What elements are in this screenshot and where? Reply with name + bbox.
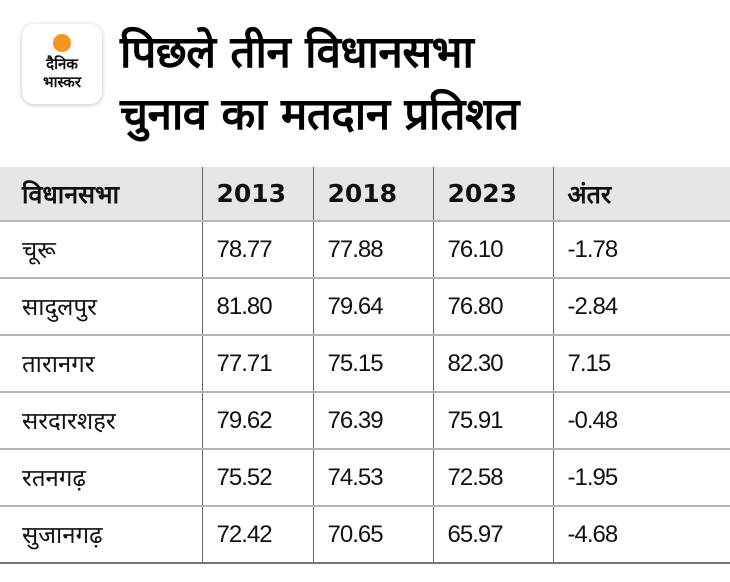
cell-difference: -4.68	[552, 505, 730, 564]
cell-2023: 65.97	[432, 505, 553, 564]
cell-constituency: रतनगढ़	[0, 448, 202, 506]
cell-2018: 74.53	[312, 448, 433, 506]
table-row: सादुलपुर 81.80 79.64 76.80 -2.84	[0, 277, 730, 335]
table-row: सरदारशहर 79.62 76.39 75.91 -0.48	[0, 391, 730, 449]
cell-difference: -0.48	[552, 391, 730, 449]
cell-constituency: सरदारशहर	[0, 391, 202, 449]
cell-2013: 77.71	[201, 334, 313, 392]
cell-constituency: तारानगर	[0, 334, 202, 392]
header-2023: 2023	[432, 167, 553, 221]
title-line2: चुनाव का मतदान प्रतिशत	[120, 89, 519, 140]
cell-2023: 72.58	[432, 448, 553, 506]
cell-2018: 77.88	[312, 220, 433, 278]
header-2013: 2013	[201, 167, 313, 221]
sun-icon	[53, 34, 71, 52]
cell-difference: -2.84	[552, 277, 730, 335]
cell-2018: 79.64	[312, 277, 433, 335]
cell-2013: 72.42	[201, 505, 313, 564]
cell-2013: 78.77	[201, 220, 313, 278]
dainik-bhaskar-logo: दैनिक भास्कर	[22, 24, 102, 104]
table-row: तारानगर 77.71 75.15 82.30 7.15	[0, 334, 730, 392]
page-title: पिछले तीन विधानसभा चुनाव का मतदान प्रतिश…	[120, 22, 519, 146]
cell-constituency: चूरू	[0, 220, 202, 278]
cell-constituency: सादुलपुर	[0, 277, 202, 335]
logo-text-line1: दैनिक	[46, 55, 78, 73]
header-difference: अंतर	[552, 167, 730, 221]
cell-difference: 7.15	[552, 334, 730, 392]
cell-2023: 76.10	[432, 220, 553, 278]
cell-2013: 75.52	[201, 448, 313, 506]
table-row: सुजानगढ़ 72.42 70.65 65.97 -4.68	[0, 505, 730, 564]
cell-2018: 70.65	[312, 505, 433, 564]
header-constituency: विधानसभा	[0, 167, 202, 221]
cell-2023: 82.30	[432, 334, 553, 392]
cell-2013: 79.62	[201, 391, 313, 449]
cell-2018: 76.39	[312, 391, 433, 449]
cell-difference: -1.95	[552, 448, 730, 506]
turnout-table: विधानसभा 2013 2018 2023 अंतर चूरू 78.77 77…	[0, 167, 730, 564]
cell-2023: 75.91	[432, 391, 553, 449]
table-row: चूरू 78.77 77.88 76.10 -1.78	[0, 220, 730, 278]
logo-text-line2: भास्कर	[43, 73, 81, 91]
cell-2018: 75.15	[312, 334, 433, 392]
table-header-row: विधानसभा 2013 2018 2023 अंतर	[0, 167, 730, 221]
header-2018: 2018	[312, 167, 433, 221]
cell-difference: -1.78	[552, 220, 730, 278]
cell-constituency: सुजानगढ़	[0, 505, 202, 564]
cell-2023: 76.80	[432, 277, 553, 335]
cell-2013: 81.80	[201, 277, 313, 335]
title-line1: पिछले तीन विधानसभा	[120, 27, 474, 78]
table-row: रतनगढ़ 75.52 74.53 72.58 -1.95	[0, 448, 730, 506]
